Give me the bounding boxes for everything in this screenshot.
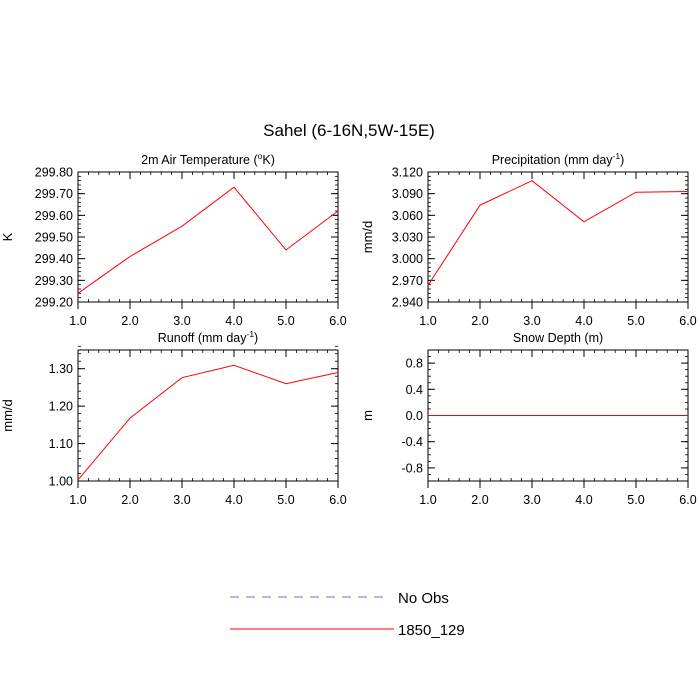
y-tick-label: -0.4 (401, 435, 423, 449)
x-tick-label: 3.0 (523, 493, 540, 507)
figure-title: Sahel (6-16N,5W-15E) (263, 121, 435, 140)
y-tick-label: 3.120 (392, 166, 423, 180)
x-tick-label: 3.0 (173, 493, 190, 507)
y-tick-label: 1.00 (49, 475, 73, 489)
y-axis-label: K (0, 232, 15, 241)
y-tick-label: 299.60 (35, 209, 73, 223)
panel-precipitation: 2.940 2.970 3.000 3.030 3.060 3.090 3.120 1.0 2.… (360, 151, 697, 328)
legend: No Obs 1850_129 (230, 590, 465, 639)
y-tick-label: 0.0 (406, 409, 423, 423)
panel-runoff: 1.00 1.10 1.20 1.30 1.0 2.0 3.0 4.0 5.0 6.0 Runoff… (0, 329, 347, 507)
series-line-1850-129 (77, 186, 339, 294)
x-tick-label: 6.0 (329, 493, 346, 507)
panel-title: Snow Depth (m) (513, 331, 603, 345)
panel-title: Runoff (mm day-1) (158, 329, 258, 345)
x-tick-label: 5.0 (277, 314, 294, 328)
y-tick-label: 299.70 (35, 187, 73, 201)
x-tick-label: 4.0 (575, 493, 592, 507)
y-tick-label: 299.30 (35, 274, 73, 288)
y-tick-label: 0.4 (406, 383, 423, 397)
x-tick-label: 4.0 (575, 314, 592, 328)
y-tick-label: 2.940 (392, 296, 423, 310)
y-tick-label: 3.060 (392, 209, 423, 223)
x-tick-label: 1.0 (69, 493, 86, 507)
x-tick-label: 2.0 (471, 314, 488, 328)
y-tick-label: 3.000 (392, 252, 423, 266)
x-tick-label: 6.0 (679, 314, 696, 328)
y-tick-label: 3.090 (392, 187, 423, 201)
panel-air-temperature: 299.20 299.30 299.40 299.50 299.60 299.70 299.… (0, 151, 347, 328)
x-tick-label: 6.0 (679, 493, 696, 507)
x-tick-label: 2.0 (121, 493, 138, 507)
y-tick-label: 2.970 (392, 274, 423, 288)
y-axis-label: m (360, 410, 375, 421)
x-tick-label: 6.0 (329, 314, 346, 328)
legend-label-1850-129: 1850_129 (398, 622, 465, 639)
y-tick-label: 1.10 (49, 437, 73, 451)
y-tick-label: 299.40 (35, 252, 73, 266)
legend-label-no-obs: No Obs (398, 590, 449, 607)
x-tick-label: 1.0 (69, 314, 86, 328)
x-tick-label: 1.0 (419, 314, 436, 328)
y-axis-label: mm/d (360, 221, 375, 254)
x-tick-label: 5.0 (627, 314, 644, 328)
y-tick-label: 0.8 (406, 357, 423, 371)
panel-title: Precipitation (mm day-1) (492, 151, 625, 167)
panel-title: 2m Air Temperature (oK) (141, 151, 275, 167)
x-tick-label: 5.0 (277, 493, 294, 507)
series-line-1850-129 (427, 180, 689, 286)
y-tick-label: 3.030 (392, 231, 423, 245)
y-tick-label: 299.80 (35, 166, 73, 180)
y-tick-label: -0.8 (401, 461, 423, 475)
x-tick-label: 1.0 (419, 493, 436, 507)
x-tick-label: 2.0 (471, 493, 488, 507)
y-tick-label: 1.30 (49, 362, 73, 376)
x-tick-label: 2.0 (121, 314, 138, 328)
y-axis-label: mm/d (0, 399, 15, 432)
series-line-1850-129 (77, 364, 339, 481)
x-tick-label: 4.0 (225, 314, 242, 328)
x-tick-label: 3.0 (523, 314, 540, 328)
y-tick-label: 1.20 (49, 400, 73, 414)
x-tick-label: 5.0 (627, 493, 644, 507)
x-tick-label: 3.0 (173, 314, 190, 328)
plot-frame (427, 171, 689, 303)
plot-frame (77, 171, 339, 303)
panel-snow-depth: -0.8 -0.4 0.0 0.4 0.8 1.0 2.0 3.0 4.0 5.0 6.0 Snow … (360, 331, 697, 507)
y-tick-label: 299.50 (35, 231, 73, 245)
plot-frame (77, 349, 339, 482)
y-tick-label: 299.20 (35, 296, 73, 310)
x-tick-label: 4.0 (225, 493, 242, 507)
